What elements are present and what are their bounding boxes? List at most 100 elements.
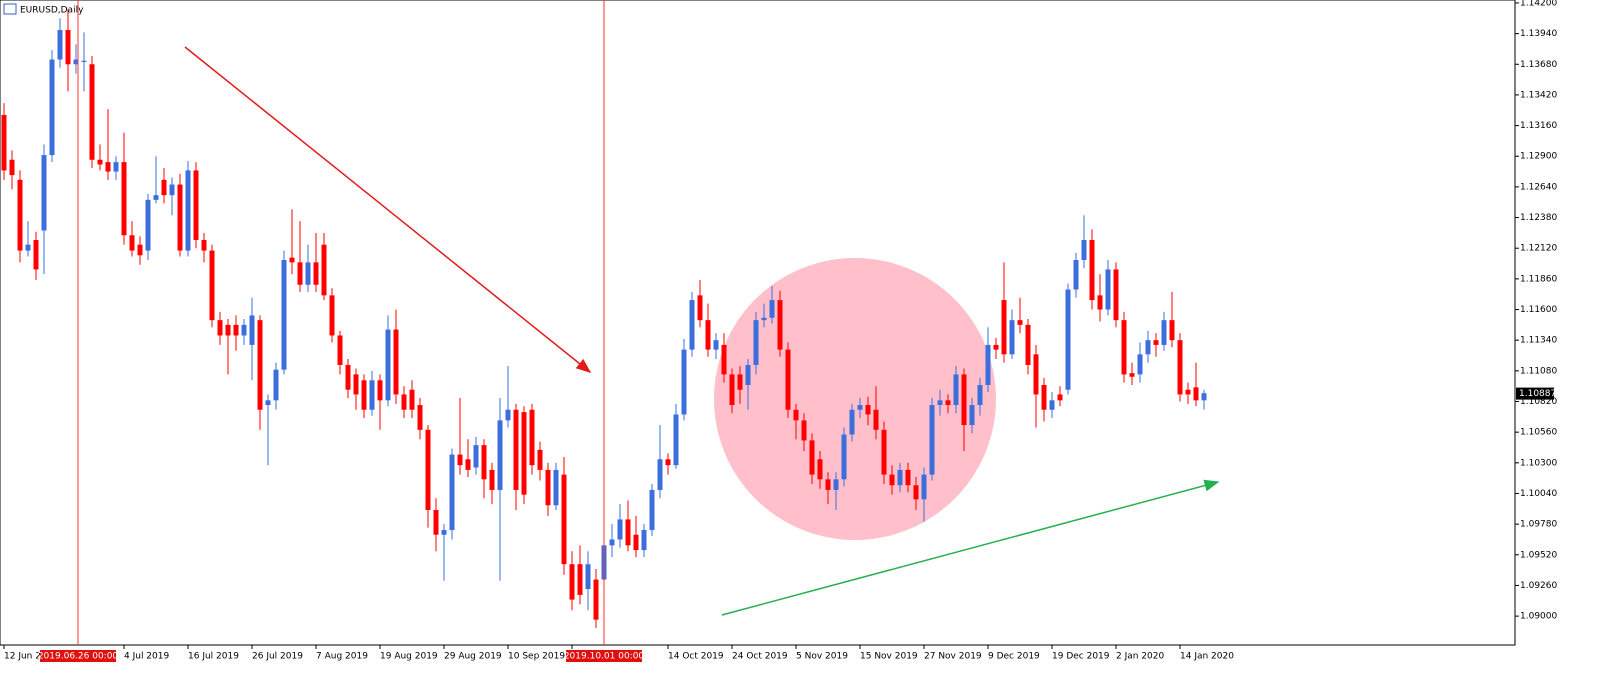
candle-body: [433, 509, 439, 535]
candle-body: [593, 579, 599, 620]
candle-body: [489, 469, 495, 490]
candle-body: [1001, 300, 1007, 355]
y-tick-label: 1.12380: [1520, 213, 1557, 223]
candle-body: [497, 420, 503, 490]
last-price-label: 1.10887: [1519, 389, 1556, 399]
candle-body: [481, 445, 487, 480]
candle-body: [1129, 373, 1135, 377]
candle-body: [937, 400, 943, 406]
candle-body: [729, 374, 735, 406]
candle-body: [289, 257, 295, 263]
y-tick-label: 1.11860: [1520, 274, 1557, 284]
candle-body: [833, 479, 839, 490]
candle-body: [537, 449, 543, 470]
candle-body: [993, 344, 999, 350]
candle-body: [449, 454, 455, 531]
candle-body: [817, 459, 823, 480]
candle-body: [353, 374, 359, 395]
candle-body: [73, 59, 79, 65]
highlight-circle: [714, 258, 996, 540]
candle-body: [281, 260, 287, 370]
candle-body: [321, 244, 327, 296]
y-tick-label: 1.13160: [1520, 121, 1557, 131]
candle-body: [1161, 320, 1167, 345]
candle-body: [521, 412, 527, 495]
y-tick-label: 1.13680: [1520, 60, 1557, 70]
candle-body: [1041, 384, 1047, 410]
y-tick-label: 1.09000: [1520, 612, 1557, 622]
candle-body: [1097, 295, 1103, 310]
candle-body: [369, 380, 375, 410]
y-tick-label: 1.13940: [1520, 29, 1557, 39]
candle-body: [857, 405, 863, 410]
candle-body: [209, 250, 215, 321]
candle-body: [553, 469, 559, 506]
candle-body: [49, 59, 55, 156]
candle-body: [297, 262, 303, 285]
x-tick-label: 16 Jul 2019: [188, 652, 239, 662]
candle-body: [137, 244, 143, 256]
y-tick-label: 1.14200: [1520, 0, 1557, 8]
candle-body: [969, 405, 975, 426]
candle-body: [777, 300, 783, 350]
candle-body: [1049, 400, 1055, 410]
x-tick-label: 2 Jan 2020: [1116, 652, 1164, 662]
x-tick-label: 24 Oct 2019: [732, 652, 788, 662]
candle-body: [641, 530, 647, 551]
x-tick-label: 19 Dec 2019: [1052, 652, 1110, 662]
candle-body: [249, 315, 255, 345]
candle-body: [265, 400, 271, 406]
x-tick-label: 14 Jan 2020: [1180, 652, 1234, 662]
candle-body: [785, 349, 791, 410]
candle-body: [1137, 354, 1143, 375]
candle-body: [801, 420, 807, 441]
y-tick-label: 1.11340: [1520, 336, 1557, 346]
candle-body: [193, 170, 199, 240]
y-tick-label: 1.11080: [1520, 366, 1557, 376]
candle-body: [121, 162, 127, 236]
candle-body: [1145, 340, 1151, 355]
y-tick-label: 1.11600: [1520, 305, 1557, 315]
candle-body: [865, 405, 871, 415]
candle-body: [913, 485, 919, 500]
candle-body: [921, 474, 927, 500]
candle-body: [561, 474, 567, 565]
y-tick-label: 1.10040: [1520, 489, 1557, 499]
candle-body: [337, 335, 343, 365]
candle-body: [145, 199, 151, 251]
candle-body: [761, 317, 767, 321]
candle-body: [905, 469, 911, 486]
candle-body: [889, 474, 895, 486]
trend-arrow-down: [184, 46, 592, 373]
symbol-icon: [3, 3, 17, 15]
candle-body: [345, 364, 351, 390]
candle-body: [665, 459, 671, 466]
candle-body: [809, 440, 815, 475]
candle-body: [225, 324, 231, 336]
data-layer: [1, 8, 1207, 628]
candle-body: [721, 344, 727, 375]
candle-body: [1, 114, 7, 171]
chart-title: EURUSD,Daily: [20, 6, 84, 16]
candle-body: [105, 162, 111, 172]
candle-body: [97, 159, 103, 165]
candle-body: [161, 179, 167, 196]
candle-body: [457, 454, 463, 466]
candle-body: [841, 434, 847, 480]
candle-body: [569, 564, 575, 600]
candle-body: [1073, 260, 1079, 290]
candle-body: [1185, 389, 1191, 395]
x-tick-label: 4 Jul 2019: [124, 652, 169, 662]
candle-body: [153, 195, 159, 200]
candle-body: [1113, 269, 1119, 321]
x-tick-label: 19 Aug 2019: [380, 652, 438, 662]
y-tick-label: 1.13420: [1520, 90, 1557, 100]
candle-body: [657, 459, 663, 490]
candle-body: [33, 239, 39, 270]
x-tick-label: 12 Jun 2019: [4, 652, 58, 662]
y-tick-label: 1.10560: [1520, 428, 1557, 438]
candle-body: [825, 479, 831, 490]
candle-body: [769, 300, 775, 318]
candle-body: [697, 295, 703, 321]
